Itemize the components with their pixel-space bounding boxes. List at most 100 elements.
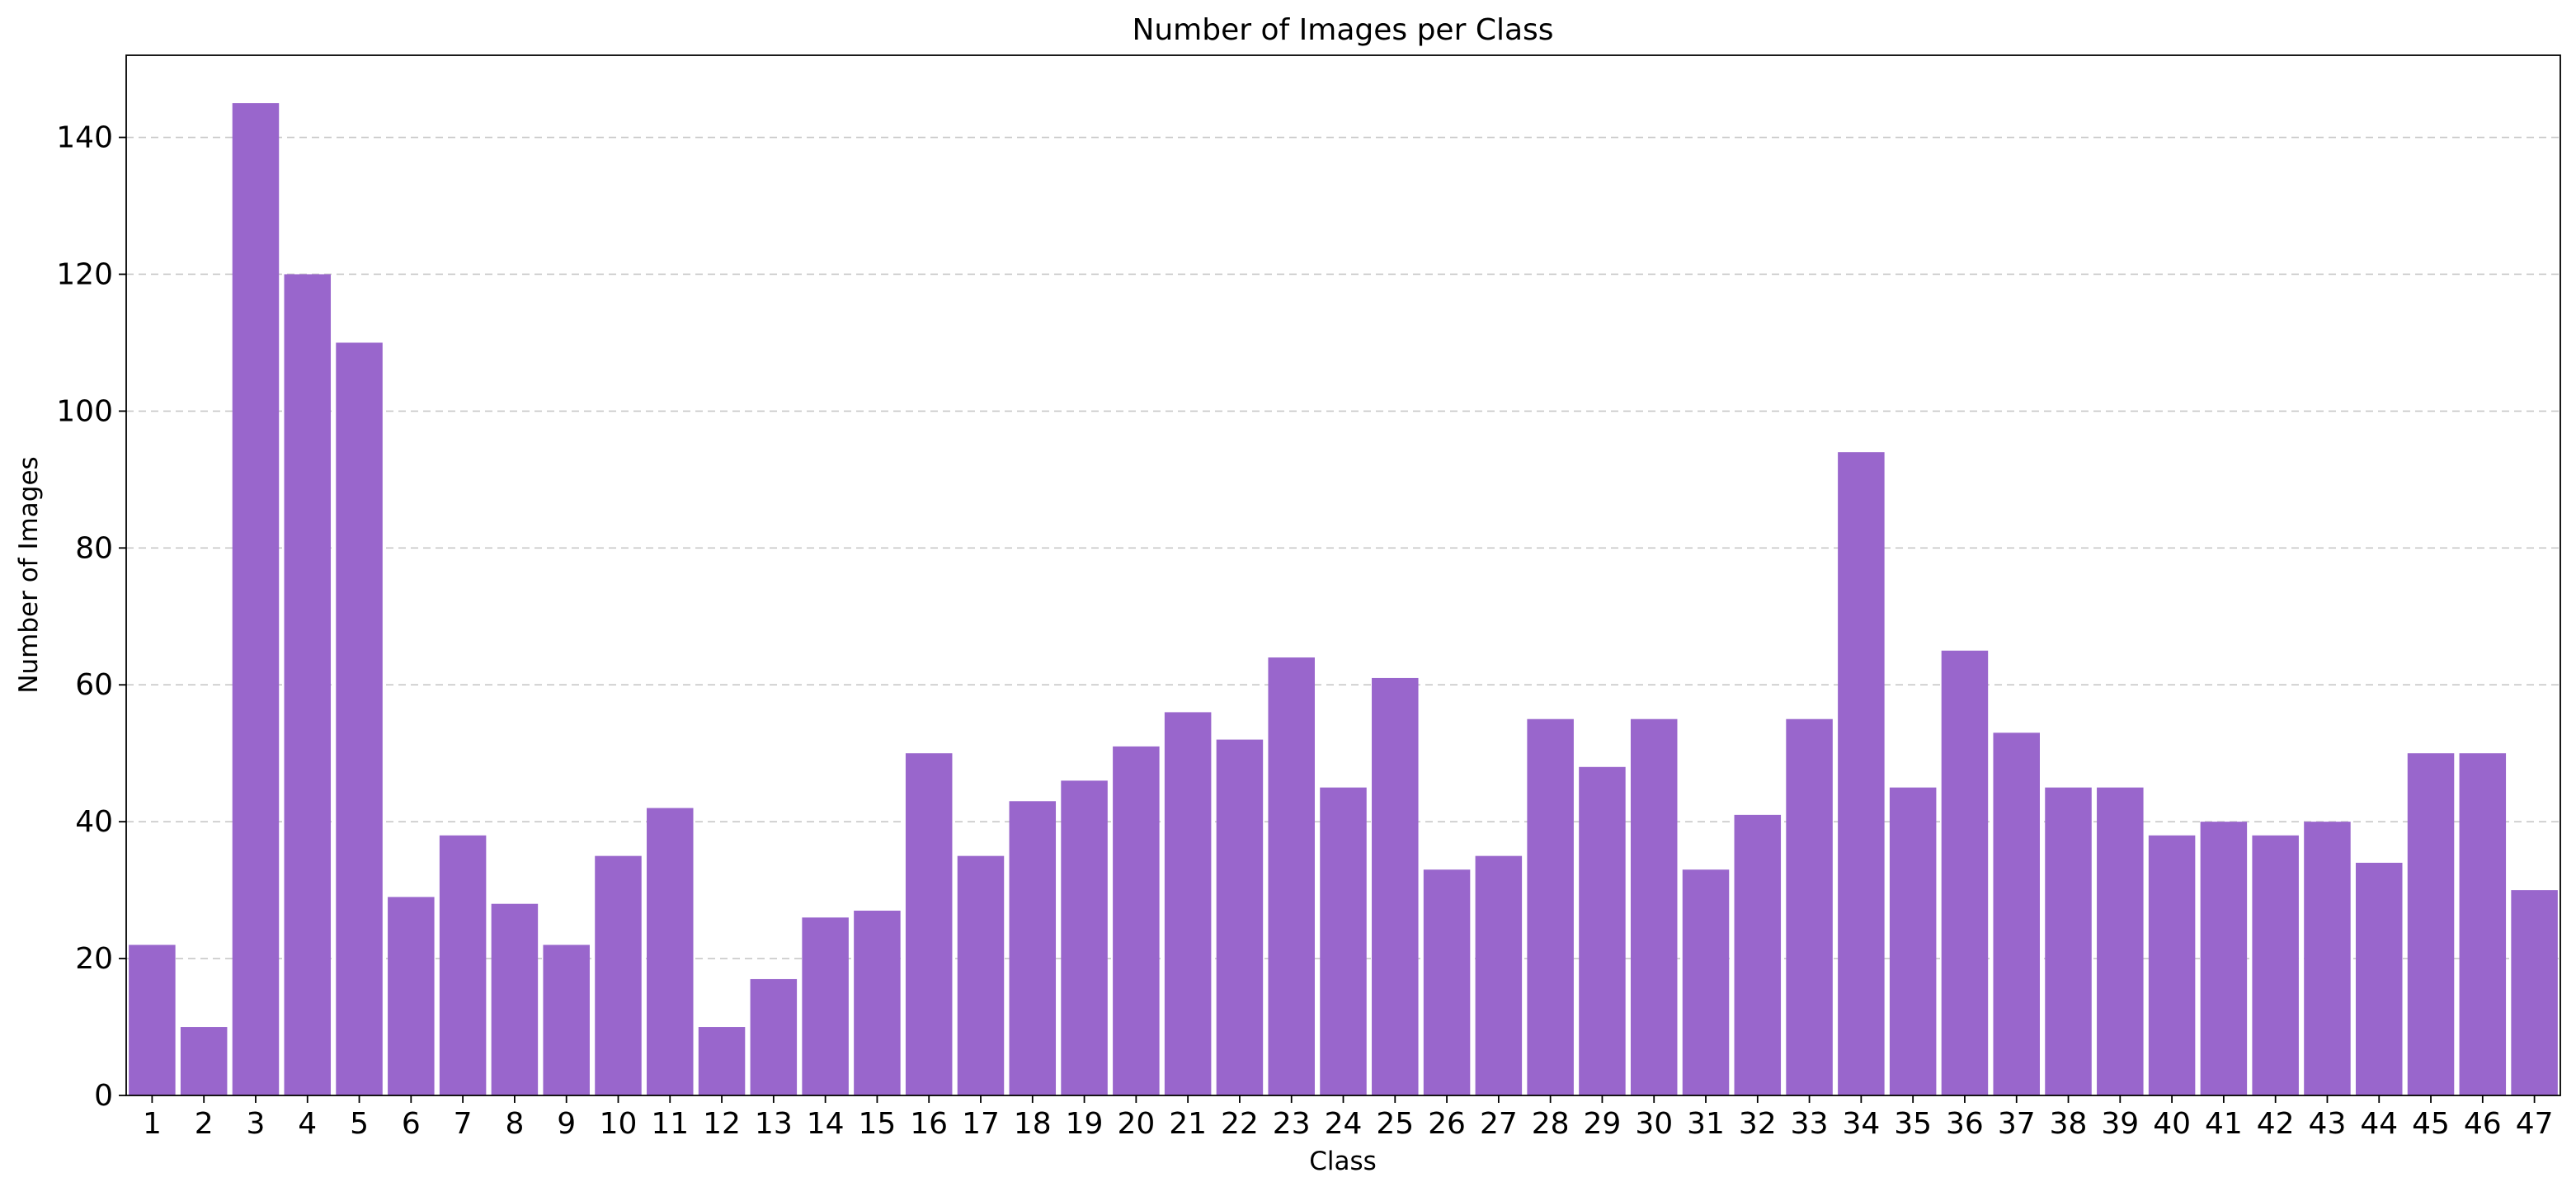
bar-class-22 <box>1216 739 1264 1095</box>
x-tick-label: 46 <box>2464 1107 2502 1141</box>
bar-class-31 <box>1682 869 1730 1095</box>
x-tick-label: 18 <box>1014 1107 1052 1141</box>
x-tick-label: 31 <box>1687 1107 1725 1141</box>
x-tick-label: 47 <box>2516 1107 2554 1141</box>
bar-class-42 <box>2252 835 2299 1095</box>
bar-class-15 <box>854 911 901 1095</box>
x-tick-label: 20 <box>1117 1107 1155 1141</box>
bar-class-14 <box>802 917 849 1095</box>
x-tick-label: 11 <box>651 1107 689 1141</box>
bar-class-34 <box>1838 452 1885 1095</box>
bar-class-11 <box>647 808 694 1095</box>
x-tick-label: 45 <box>2412 1107 2450 1141</box>
bar-class-43 <box>2304 822 2351 1095</box>
x-tick-label: 27 <box>1480 1107 1518 1141</box>
x-tick-label: 14 <box>807 1107 845 1141</box>
x-tick-label: 39 <box>2101 1107 2139 1141</box>
bar-class-8 <box>491 903 539 1095</box>
bar-class-29 <box>1579 766 1626 1095</box>
bar-class-37 <box>1993 732 2040 1095</box>
bar-class-44 <box>2355 862 2403 1095</box>
x-tick-label: 26 <box>1428 1107 1466 1141</box>
bar-class-36 <box>1941 650 1989 1095</box>
x-tick-label: 21 <box>1169 1107 1207 1141</box>
bar-class-41 <box>2200 822 2248 1095</box>
x-tick-label: 22 <box>1221 1107 1259 1141</box>
x-tick-label: 17 <box>962 1107 1000 1141</box>
bar-class-40 <box>2148 835 2196 1095</box>
x-tick-label: 9 <box>557 1107 576 1141</box>
bar-class-16 <box>905 753 953 1095</box>
bar-class-2 <box>180 1027 228 1095</box>
chart-title: Number of Images per Class <box>1132 13 1553 47</box>
x-tick-label: 41 <box>2205 1107 2243 1141</box>
bar-class-18 <box>1009 801 1057 1095</box>
bar-class-39 <box>2097 787 2144 1095</box>
x-axis: 1 2 3 4 5 6 7 8 9 10 11 12 13 14 15 16 17 18 19 20 21 22 23 24 2… <box>143 1095 2554 1141</box>
x-tick-label: 24 <box>1325 1107 1363 1141</box>
y-tick-label: 120 <box>56 257 113 291</box>
x-tick-label: 28 <box>1532 1107 1570 1141</box>
bar-class-46 <box>2459 753 2507 1095</box>
x-tick-label: 29 <box>1584 1107 1622 1141</box>
bar-class-1 <box>129 944 176 1095</box>
bar-class-20 <box>1113 746 1160 1095</box>
x-tick-label: 23 <box>1273 1107 1311 1141</box>
bar-class-28 <box>1527 718 1574 1095</box>
x-tick-label: 33 <box>1791 1107 1829 1141</box>
bar-class-10 <box>595 855 642 1095</box>
bar-class-30 <box>1630 718 1678 1095</box>
x-tick-label: 30 <box>1635 1107 1673 1141</box>
x-tick-label: 35 <box>1894 1107 1932 1141</box>
bar-class-13 <box>750 978 798 1095</box>
y-tick-label: 40 <box>75 805 113 839</box>
x-tick-label: 4 <box>298 1107 317 1141</box>
x-tick-label: 37 <box>1998 1107 2036 1141</box>
y-tick-label: 0 <box>94 1079 113 1113</box>
x-tick-label: 1 <box>143 1107 162 1141</box>
x-tick-label: 19 <box>1066 1107 1104 1141</box>
x-tick-label: 12 <box>703 1107 741 1141</box>
y-tick-label: 80 <box>75 531 113 565</box>
bar-class-26 <box>1423 869 1471 1095</box>
bar-class-7 <box>439 835 487 1095</box>
bar-class-35 <box>1889 787 1937 1095</box>
x-tick-label: 34 <box>1842 1107 1880 1141</box>
x-tick-label: 6 <box>402 1107 421 1141</box>
bar-class-45 <box>2407 753 2455 1095</box>
x-tick-label: 32 <box>1739 1107 1777 1141</box>
x-tick-label: 3 <box>247 1107 266 1141</box>
y-axis-label: Number of Images <box>14 456 44 693</box>
x-tick-label: 10 <box>600 1107 638 1141</box>
x-axis-label: Class <box>1309 1147 1377 1176</box>
bar-class-12 <box>698 1027 746 1095</box>
bar-class-27 <box>1475 855 1523 1095</box>
x-tick-label: 44 <box>2360 1107 2398 1141</box>
y-tick-label: 20 <box>75 942 113 976</box>
x-tick-label: 16 <box>910 1107 948 1141</box>
bar-class-33 <box>1786 718 1833 1095</box>
x-tick-label: 2 <box>195 1107 214 1141</box>
x-tick-label: 40 <box>2153 1107 2191 1141</box>
bars <box>129 103 2558 1095</box>
x-tick-label: 7 <box>454 1107 473 1141</box>
x-tick-label: 25 <box>1376 1107 1414 1141</box>
x-tick-label: 13 <box>755 1107 793 1141</box>
x-tick-label: 38 <box>2050 1107 2088 1141</box>
y-tick-label: 100 <box>56 394 113 428</box>
bar-class-25 <box>1372 677 1419 1095</box>
x-tick-label: 43 <box>2309 1107 2347 1141</box>
bar-class-17 <box>957 855 1005 1095</box>
bar-class-19 <box>1061 780 1108 1095</box>
bar-class-47 <box>2511 890 2558 1095</box>
x-tick-label: 5 <box>350 1107 369 1141</box>
bar-class-3 <box>232 103 280 1095</box>
bar-class-23 <box>1268 657 1315 1095</box>
bar-class-5 <box>336 342 383 1095</box>
x-tick-label: 15 <box>859 1107 897 1141</box>
bar-class-24 <box>1320 787 1367 1095</box>
bar-class-6 <box>388 897 435 1095</box>
y-axis: 0 20 40 60 80 100 120 140 <box>56 121 126 1113</box>
bar-class-32 <box>1734 814 1782 1095</box>
